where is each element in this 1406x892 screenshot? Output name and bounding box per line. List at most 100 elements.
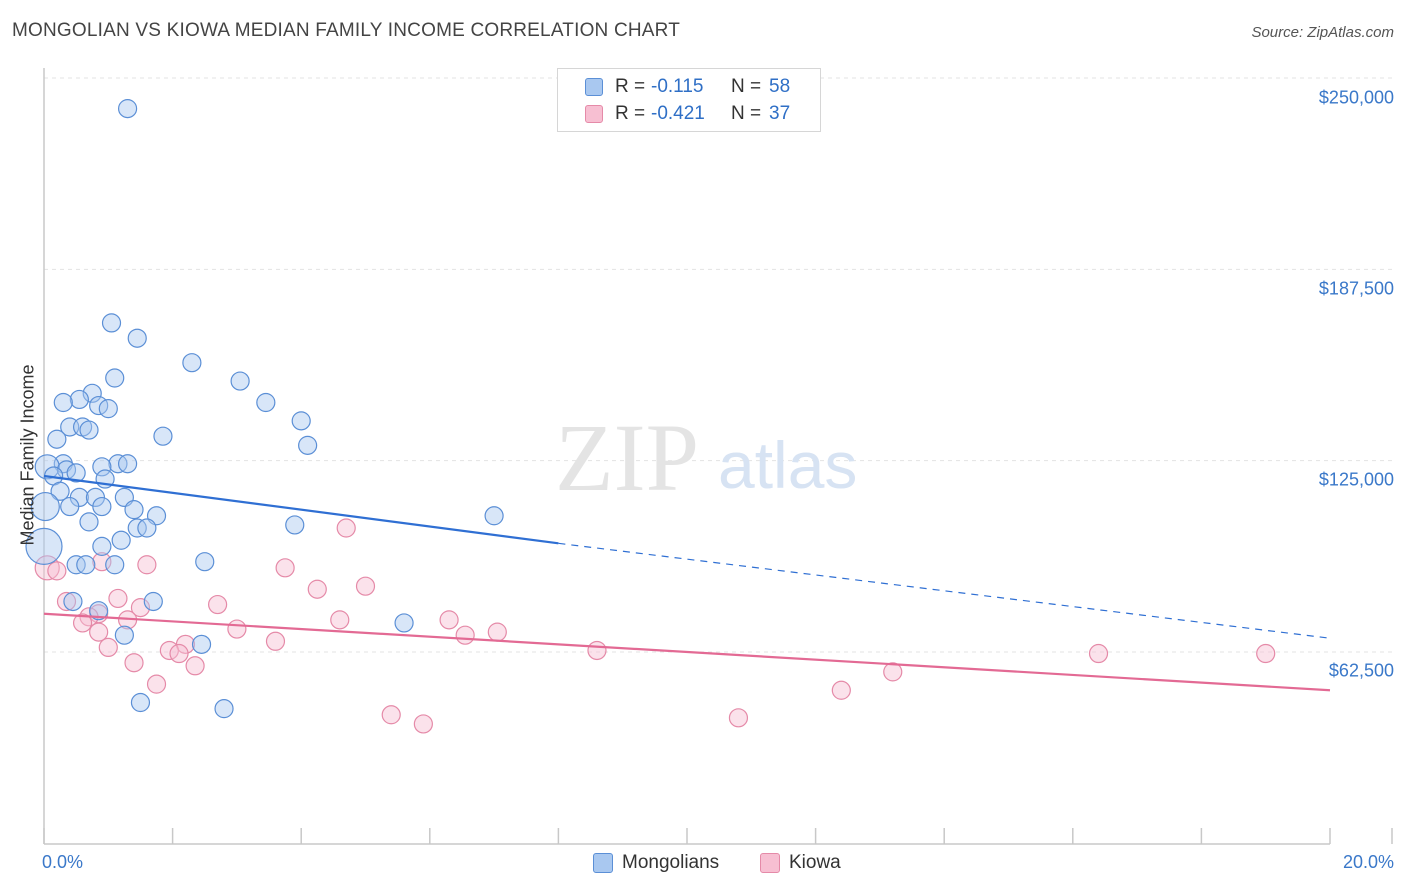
mongolians-point	[66, 555, 86, 575]
r-value: -0.421	[651, 103, 705, 124]
mongolians-point	[89, 601, 109, 621]
legend-label: Kiowa	[789, 852, 841, 873]
kiowa-point	[413, 714, 433, 734]
mongolians-point	[130, 692, 151, 713]
r-label: R =	[615, 103, 646, 124]
kiowa-point	[1088, 643, 1109, 664]
mongolians-points	[25, 99, 504, 719]
source-label: Source: ZipAtlas.com	[1251, 24, 1394, 41]
mongolians-point	[92, 496, 112, 517]
mongolians-point	[25, 527, 63, 565]
mongolians-trend-extrapolation	[558, 542, 1331, 639]
watermark-zip: ZIP	[555, 404, 699, 511]
mongolians-point	[117, 454, 138, 474]
n-value: 37	[769, 103, 791, 124]
mongolians-point	[124, 500, 144, 520]
mongolians-point	[127, 518, 147, 538]
kiowa-point	[89, 622, 109, 642]
x-tick-label-min: 0.0%	[42, 852, 84, 872]
axes	[43, 68, 1393, 845]
kiowa-point	[227, 619, 247, 639]
kiowa-point	[98, 637, 118, 658]
kiowa-point	[307, 579, 327, 599]
kiowa-point	[330, 610, 350, 630]
mongolians-point	[66, 463, 86, 483]
mongolians-point	[137, 518, 157, 538]
x-tick-label-max: 20.0%	[1342, 852, 1394, 872]
gridlines	[44, 77, 1395, 653]
mongolians-point	[63, 591, 83, 612]
r-label: R =	[615, 76, 646, 97]
mongolians-point	[101, 313, 122, 333]
kiowa-point	[185, 656, 205, 676]
mongolians-point	[114, 625, 134, 645]
mongolians-swatch	[585, 78, 603, 96]
mongolians-point	[117, 99, 138, 119]
mongolians-point	[47, 429, 67, 449]
mongolians-point	[230, 371, 250, 391]
mongolians-point	[111, 530, 131, 550]
mongolians-point	[92, 536, 112, 556]
mongolians-point	[92, 457, 112, 477]
mongolians-point	[191, 634, 212, 654]
kiowa-point	[124, 653, 144, 673]
legend-swatch-mongolians	[593, 853, 613, 873]
mongolians-point	[484, 506, 504, 526]
mongolians-point	[143, 591, 163, 612]
mongolians-point	[108, 454, 128, 474]
kiowa-point	[146, 674, 167, 694]
legend: Mongolians Kiowa	[0, 852, 1406, 878]
mongolians-point	[98, 399, 118, 419]
mongolians-point	[256, 392, 276, 413]
kiowa-point	[56, 591, 77, 612]
y-tick-label: $62,500	[1328, 660, 1394, 681]
n-value: 58	[769, 76, 791, 97]
legend-swatch-kiowa	[760, 853, 780, 873]
legend-label: Mongolians	[622, 852, 720, 873]
kiowa-point	[728, 708, 749, 728]
kiowa-point	[108, 588, 128, 609]
stats-row-mongolians: R = -0.115 N = 58	[558, 74, 790, 100]
y-tick-label: $187,500	[1318, 278, 1394, 299]
kiowa-point	[439, 610, 459, 630]
mongolians-point	[214, 699, 234, 719]
mongolians-point	[291, 411, 311, 431]
legend-item-kiowa[interactable]: Kiowa	[760, 852, 841, 874]
correlation-stats-box: R = -0.115 N = 58 R = -0.421 N = 37	[557, 68, 821, 132]
mongolians-point	[79, 512, 99, 532]
y-axis-label: Median Family Income	[17, 364, 38, 546]
kiowa-point	[587, 640, 607, 661]
kiowa-point	[47, 561, 67, 581]
kiowa-point	[336, 518, 356, 538]
mongolians-point	[60, 496, 80, 517]
y-tick-label: $250,000	[1318, 87, 1394, 108]
mongolians-point	[394, 613, 414, 633]
mongolians-point	[76, 555, 96, 575]
mongolians-point	[50, 481, 70, 501]
kiowa-point	[275, 558, 295, 578]
stats-row-kiowa: R = -0.421 N = 37	[558, 101, 790, 127]
kiowa-point	[1256, 643, 1276, 664]
kiowa-point	[355, 576, 376, 596]
mongolians-point	[105, 555, 125, 575]
kiowa-point	[169, 643, 189, 664]
chart-title: MONGOLIAN VS KIOWA MEDIAN FAMILY INCOME …	[12, 20, 681, 41]
mongolians-point	[285, 515, 305, 535]
kiowa-point	[883, 662, 903, 682]
n-label: N =	[731, 103, 762, 124]
kiowa-point	[455, 625, 475, 645]
mongolians-point	[195, 552, 215, 572]
mongolians-trend-line	[43, 474, 559, 545]
trend-lines	[43, 474, 1331, 692]
mongolians-point	[79, 420, 99, 440]
kiowa-swatch	[585, 105, 603, 123]
legend-item-mongolians[interactable]: Mongolians	[593, 852, 719, 874]
kiowa-point	[487, 622, 507, 642]
kiowa-point	[208, 594, 228, 615]
mongolians-point	[182, 353, 202, 373]
mongolians-point	[298, 435, 318, 455]
watermark-atlas: atlas	[718, 428, 857, 502]
kiowa-point	[381, 705, 401, 725]
mongolians-point	[53, 392, 73, 413]
mongolians-point	[153, 426, 173, 446]
